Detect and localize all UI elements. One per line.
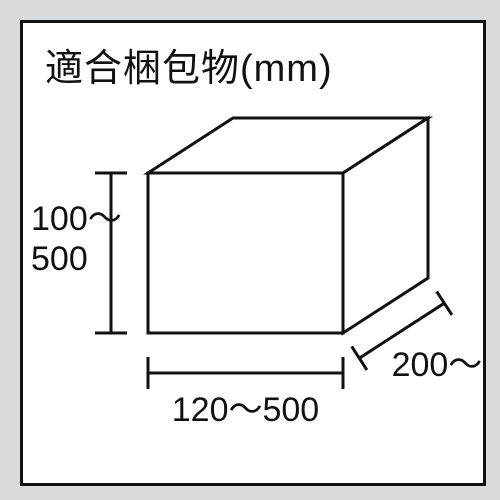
width-label: 120～500 [172,391,319,429]
box-diagram: 100～500 120～500 200～ [23,23,483,483]
depth-label: 200～ [392,346,483,384]
height-label-1: 100～ [31,200,122,238]
height-label-2: 500 [31,240,88,278]
diagram-panel: 適合梱包物(mm) 100～500120～500200～ [20,20,486,486]
